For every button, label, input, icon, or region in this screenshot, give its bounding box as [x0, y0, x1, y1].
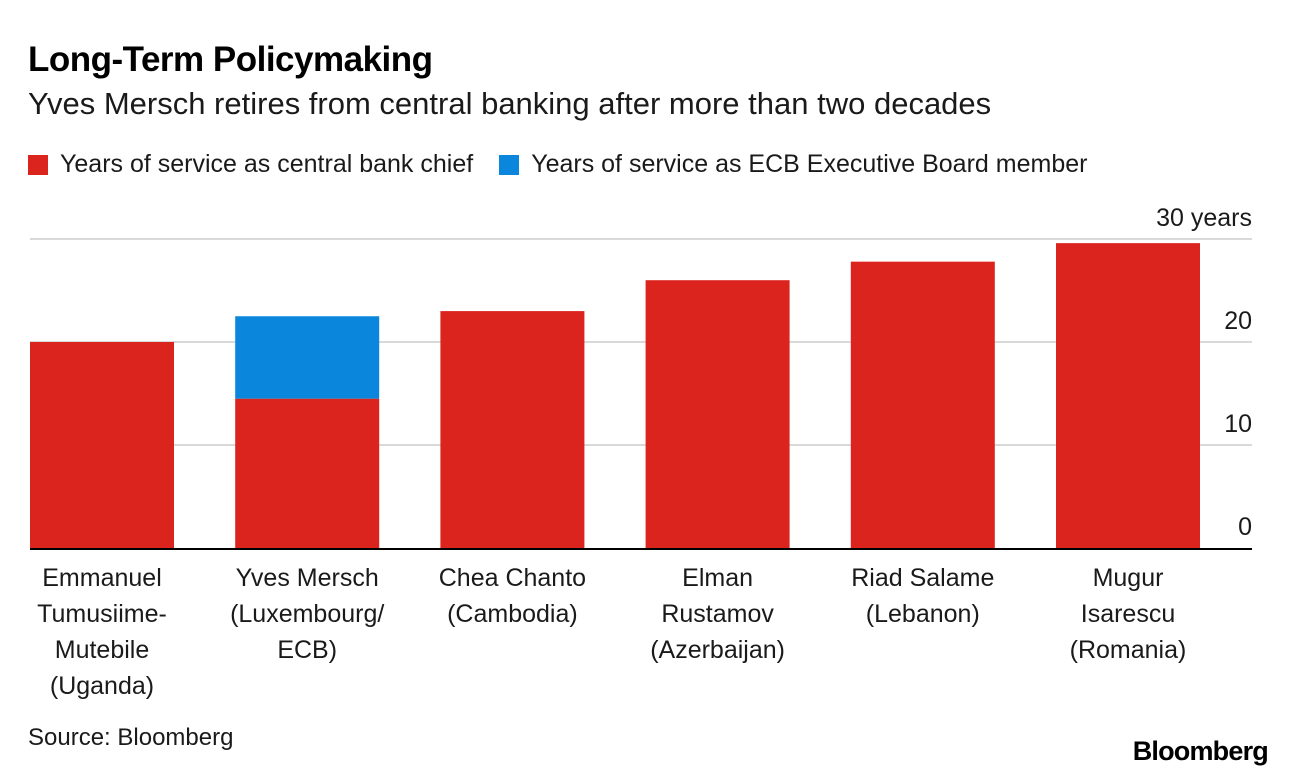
legend-item-ecb-board: Years of service as ECB Executive Board … — [499, 150, 1087, 179]
y-tick-label: 10 — [1224, 410, 1252, 438]
bar-central-bank-chief — [440, 311, 585, 548]
x-category-label: Chea Chanto (Cambodia) — [439, 564, 586, 628]
legend-swatch-blue — [499, 154, 520, 175]
x-category-label: Emmanuel Tumusiime-Mutebile (Uganda) — [37, 564, 167, 700]
legend-swatch-red — [28, 154, 48, 175]
chart-title: Long-Term Policymaking — [28, 40, 433, 79]
legend-label-ecb-board: Years of service as ECB Executive Board … — [531, 150, 1088, 178]
bar-central-bank-chief — [850, 261, 995, 548]
x-category-label: Elman Rustamov (Azerbaijan) — [650, 564, 785, 664]
legend-item-central-bank-chief: Years of service as central bank chief — [28, 150, 473, 179]
chart-subtitle: Yves Mersch retires from central banking… — [28, 86, 992, 121]
bar-central-bank-chief — [645, 280, 790, 548]
y-tick-label: 30 years — [1156, 204, 1252, 232]
bloomberg-logo: Bloomberg — [1132, 736, 1269, 766]
source-note: Source: Bloomberg — [28, 724, 234, 751]
bar-central-bank-chief — [1056, 243, 1200, 548]
y-tick-label: 20 — [1224, 307, 1252, 335]
bar-central-bank-chief — [235, 398, 380, 548]
x-category-label: Yves Mersch (Luxembourg/ECB) — [230, 564, 384, 664]
x-category-label: Mugur Isarescu (Romania) — [1070, 564, 1187, 664]
bar-ecb-board — [235, 316, 380, 399]
y-tick-label: 0 — [1238, 513, 1252, 541]
legend-label-central-bank-chief: Years of service as central bank chief — [60, 150, 474, 178]
bar-central-bank-chief — [30, 342, 174, 548]
legend: Years of service as central bank chief Y… — [28, 150, 1113, 179]
x-category-label: Riad Salame (Lebanon) — [851, 564, 994, 628]
